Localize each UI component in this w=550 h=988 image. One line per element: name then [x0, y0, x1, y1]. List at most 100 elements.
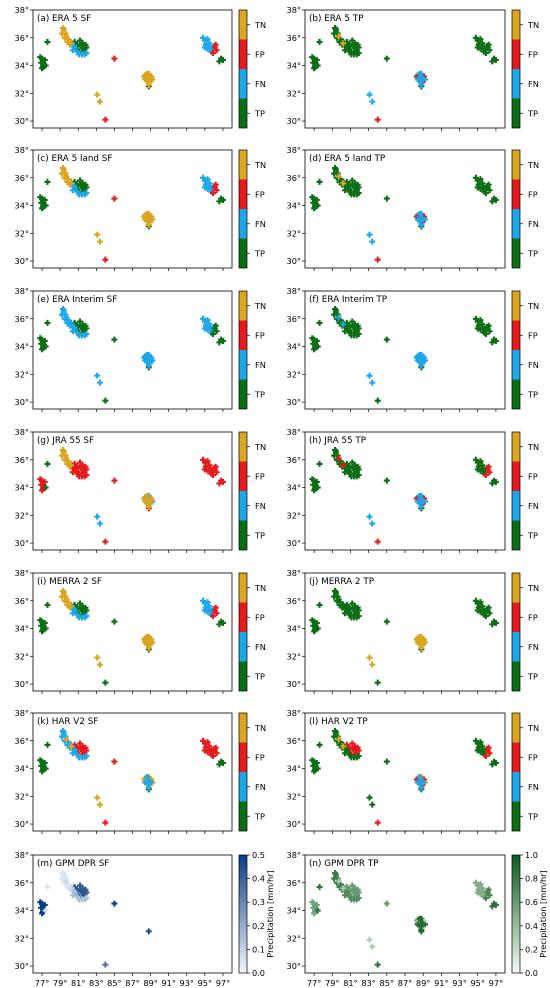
station-marker [212, 322, 219, 329]
y-tick-label: 38° [14, 568, 29, 578]
station-marker [316, 460, 323, 467]
station-marker [418, 221, 425, 228]
station-marker [332, 588, 338, 595]
station-marker [59, 306, 66, 313]
y-tick-label: 38° [14, 850, 29, 860]
y-tick-label: 30° [286, 116, 301, 126]
station-marker [63, 173, 70, 180]
station-marker [64, 38, 71, 45]
station-marker [44, 601, 51, 608]
colorbar-label: TN [527, 583, 539, 593]
station-marker [492, 619, 499, 626]
y-tick-label: 36° [286, 596, 301, 606]
station-marker [37, 617, 44, 624]
station-marker [342, 610, 348, 617]
station-marker [485, 604, 492, 611]
y-tick-label: 34° [286, 764, 301, 774]
station-marker [332, 306, 338, 313]
markers [37, 728, 226, 826]
station-marker [350, 43, 357, 50]
colorbar-label: FP [255, 330, 265, 340]
colorbar-label: FN [255, 642, 266, 652]
y-tick-label: 34° [286, 342, 301, 352]
station-marker [59, 728, 66, 735]
y-tick-label: 38° [286, 286, 301, 296]
station-marker [416, 773, 423, 780]
station-marker [142, 779, 149, 786]
colorbar-tick-label: 0.0 [525, 968, 538, 978]
station-marker [336, 460, 343, 467]
station-marker [313, 337, 320, 344]
colorbar-segment-fp [512, 179, 520, 209]
y-tick-label: 32° [286, 933, 301, 943]
station-marker [316, 178, 323, 185]
station-marker [201, 44, 208, 51]
station-marker [63, 314, 70, 321]
markers [37, 870, 152, 968]
station-marker [102, 819, 109, 826]
station-marker [39, 65, 46, 72]
station-marker [418, 784, 425, 791]
station-marker [336, 601, 343, 608]
station-marker [201, 184, 208, 191]
colorbar-label: FP [528, 612, 538, 622]
station-marker [414, 779, 421, 786]
y-tick-label: 36° [286, 455, 301, 465]
colorbar-segment-tp [239, 520, 247, 550]
station-marker [369, 520, 376, 527]
station-marker [219, 196, 226, 203]
station-marker [37, 335, 44, 342]
markers [37, 165, 226, 263]
y-tick-label: 38° [14, 427, 29, 437]
colorbar-label: TP [254, 108, 265, 118]
station-marker [335, 33, 342, 40]
colorbar-label: TN [254, 723, 266, 733]
y-tick-label: 36° [14, 878, 29, 888]
colorbar-segment-tn [512, 713, 520, 743]
station-marker [485, 463, 492, 470]
station-marker [332, 728, 338, 735]
y-tick-label: 34° [286, 624, 301, 634]
station-marker [77, 324, 84, 331]
colorbar-label: TN [527, 160, 539, 170]
colorbar-tick-label: 1.0 [525, 850, 538, 860]
station-marker [77, 183, 84, 190]
colorbar-segment-fn [239, 772, 247, 802]
y-tick-label: 38° [286, 708, 301, 718]
y-tick-label: 36° [14, 173, 29, 183]
station-marker [67, 180, 74, 187]
station-marker [492, 337, 499, 344]
station-marker [414, 76, 421, 83]
colorbar-label: FP [528, 471, 538, 481]
station-marker [37, 54, 44, 61]
station-marker [416, 633, 423, 640]
station-marker [355, 331, 362, 338]
colorbar-frame [511, 572, 521, 692]
y-tick-label: 36° [14, 314, 29, 324]
x-tick-label: 79° [325, 978, 340, 988]
station-marker [366, 231, 373, 238]
station-marker [309, 617, 316, 624]
y-tick-label: 36° [14, 596, 29, 606]
panel-title: (k) HAR V2 SF [37, 717, 98, 727]
colorbar-label: FN [528, 360, 539, 370]
colorbar-segment-tp [239, 98, 247, 128]
station-marker [416, 915, 423, 922]
station-marker [83, 895, 90, 902]
colorbar-segment-fp [512, 461, 520, 491]
colorbar-segment-fp [239, 320, 247, 350]
station-marker [477, 599, 484, 606]
colorbar-frame [511, 712, 521, 832]
station-marker [374, 819, 381, 826]
station-marker [313, 478, 320, 485]
station-marker [64, 883, 71, 890]
y-tick-label: 38° [14, 286, 29, 296]
station-marker [42, 343, 49, 350]
station-marker [355, 50, 362, 57]
station-marker [313, 759, 320, 766]
y-tick-label: 32° [286, 228, 301, 238]
colorbar-segment-fn [512, 69, 520, 99]
panel-title: (h) JRA 55 TP [309, 436, 366, 446]
station-marker [489, 480, 496, 487]
station-marker [213, 750, 220, 757]
